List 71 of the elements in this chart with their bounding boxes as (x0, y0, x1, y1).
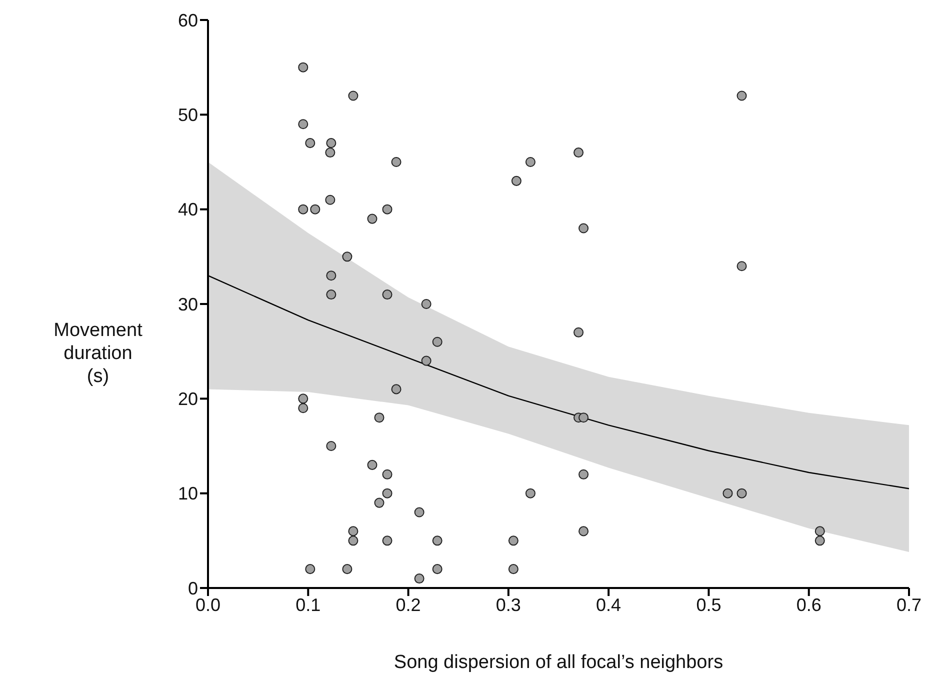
point (348, 536, 358, 546)
point (814, 526, 825, 536)
x-tick-label: 0.0 (195, 594, 221, 615)
point (382, 469, 392, 480)
point (326, 138, 336, 148)
point (525, 156, 536, 168)
point (421, 356, 432, 366)
y-tick-label: 40 (178, 200, 198, 220)
point (578, 526, 589, 536)
point (326, 270, 336, 281)
point (421, 298, 432, 310)
point (382, 488, 392, 498)
x-tick-label: 0.6 (796, 594, 822, 615)
y-tick-label: 60 (178, 10, 198, 30)
y-tick-label: 50 (178, 105, 198, 126)
point (508, 564, 518, 574)
point (391, 384, 402, 394)
point (525, 488, 536, 498)
point (367, 460, 378, 470)
point (298, 394, 308, 404)
point (432, 536, 442, 546)
point (574, 148, 584, 158)
point (736, 90, 747, 101)
point (310, 204, 320, 214)
point (414, 507, 424, 518)
x-axis-title: Song dispersion of all focal’s neighbors (394, 652, 724, 673)
point (342, 252, 352, 262)
point (305, 564, 316, 574)
point (508, 536, 518, 546)
point (432, 336, 442, 347)
point (382, 204, 392, 214)
point (326, 290, 336, 300)
point (342, 564, 352, 574)
x-tick-label: 0.5 (696, 594, 722, 615)
x-tick-label: 0.7 (896, 594, 922, 615)
x-tick-label: 0.4 (596, 594, 622, 615)
point (391, 156, 402, 168)
point (736, 261, 747, 272)
point (578, 223, 589, 234)
point (298, 119, 308, 130)
point (348, 526, 358, 536)
x-tick-label: 0.3 (496, 594, 521, 615)
point (348, 90, 358, 101)
y-tick-label: 10 (178, 484, 198, 504)
y-tick-label: 0 (188, 578, 198, 598)
point (382, 536, 392, 546)
x-tick-label: 0.1 (296, 594, 321, 615)
y-axis-title: Movement duration (s) (54, 320, 144, 387)
y-tick-label: 20 (178, 389, 198, 410)
point (736, 488, 747, 498)
point (298, 403, 308, 414)
point (578, 412, 589, 423)
point (722, 488, 733, 498)
point (414, 574, 424, 584)
point (574, 327, 584, 338)
point (325, 148, 336, 158)
point (325, 194, 336, 205)
point (367, 214, 378, 224)
x-tick-label: 0.2 (396, 594, 421, 615)
point (511, 176, 522, 186)
point (814, 536, 825, 546)
point (578, 469, 589, 480)
point (298, 62, 308, 72)
point (305, 138, 316, 148)
point (374, 498, 384, 508)
point (374, 412, 384, 423)
point (298, 204, 308, 214)
point (432, 564, 442, 574)
y-tick-label: 30 (178, 294, 198, 314)
point (382, 290, 392, 300)
point (326, 440, 336, 452)
